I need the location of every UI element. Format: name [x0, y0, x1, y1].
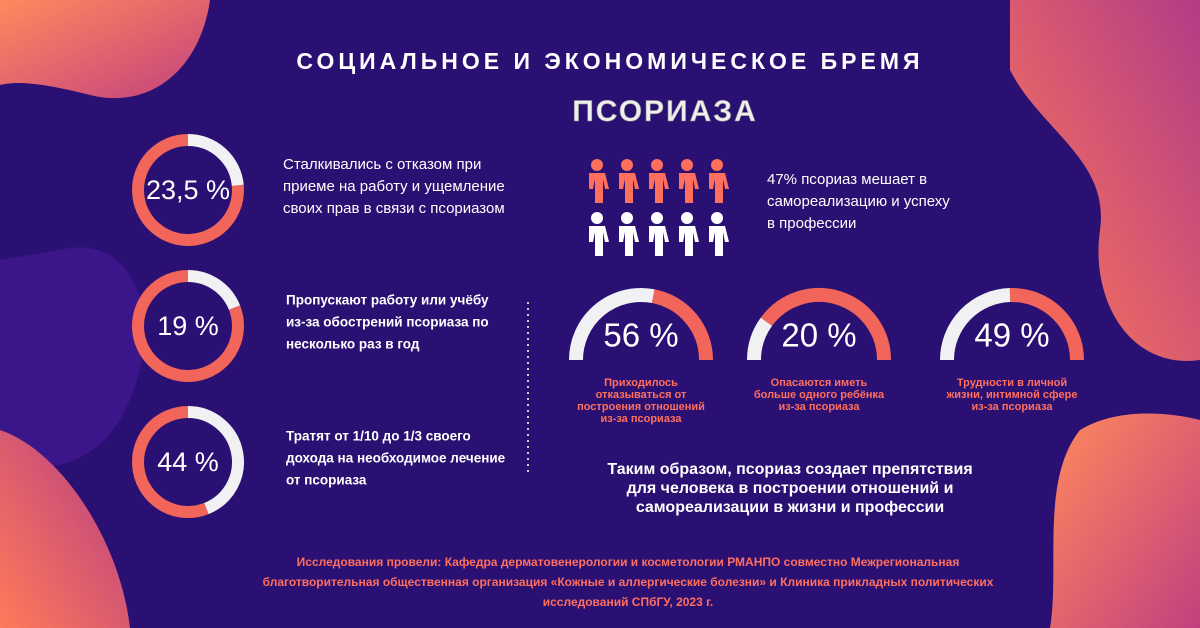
blob: [0, 430, 130, 628]
gauge-text: больше одного ребёнка: [754, 389, 885, 401]
gauge-text: из-за псориаза: [971, 401, 1053, 413]
blob: [1050, 413, 1200, 628]
ring-value: [187, 270, 241, 311]
footnote: Исследования провели: Кафедра дерматовен…: [297, 555, 960, 569]
stat-text: Сталкивались с отказом при: [283, 156, 481, 173]
gauge-text: Опасаются иметь: [771, 377, 868, 389]
subtitle: ПСОРИАЗА: [572, 95, 758, 128]
title: СОЦИАЛЬНОЕ И ЭКОНОМИЧЕСКОЕ БРЕМЯ: [296, 48, 923, 74]
blob: [0, 0, 210, 99]
stat-text: из-за обострений псориаза по: [286, 315, 489, 330]
blob: [0, 247, 145, 470]
gauge-rest: [651, 289, 713, 361]
footnote: исследований СПбГУ, 2023 г.: [543, 595, 713, 609]
gauge-text: Приходилось: [604, 377, 678, 389]
gauge-text: построения отношений: [577, 401, 705, 413]
ring-value: [187, 406, 244, 515]
stat-text: своих прав в связи с псориазом: [283, 200, 505, 217]
stat-text: от псориаза: [286, 473, 367, 488]
gauge-value: [940, 288, 1011, 361]
gauge-label: 20 %: [781, 317, 856, 354]
people-note: самореализацию и успеху: [767, 193, 950, 210]
stat-text: Тратят от 1/10 до 1/3 своего: [286, 429, 471, 444]
ring-rest: [132, 270, 244, 382]
stat-text: приеме на работу и ущемление: [283, 178, 505, 195]
ring-rest: [132, 406, 209, 518]
conclusion: самореализации в жизни и профессии: [636, 499, 944, 516]
gauge-text: отказываться от: [596, 389, 687, 401]
gauge-rest: [1009, 288, 1084, 361]
stat-text: дохода на необходимое лечение: [286, 451, 506, 466]
gauge-value: [747, 317, 773, 361]
stat-text: Пропускают работу или учёбу: [286, 293, 489, 308]
people-note: в профессии: [767, 215, 856, 232]
footnote: благотворительная общественная организац…: [263, 575, 994, 589]
gauge-label: 49 %: [974, 317, 1049, 354]
stat-text: несколько раз в год: [286, 337, 420, 352]
stat-label: 44 %: [157, 447, 219, 477]
conclusion: Таким образом, псориаз создает препятств…: [607, 461, 972, 478]
gauge-text: Трудности в личной: [957, 377, 1067, 389]
gauge-text: жизни, интимной сфере: [946, 389, 1078, 401]
stat-label: 23,5 %: [146, 175, 230, 205]
gauge-text: из-за псориаза: [600, 413, 682, 425]
ring-rest: [132, 134, 244, 246]
blob: [1010, 0, 1200, 361]
people-note: 47% псориаз мешает в: [767, 171, 927, 188]
stat-label: 19 %: [157, 311, 219, 341]
gauge-text: из-за псориаза: [778, 401, 860, 413]
conclusion: для человека в построении отношений и: [627, 480, 954, 497]
gauge-label: 56 %: [603, 317, 678, 354]
gauge-rest: [760, 288, 891, 361]
gauge-value: [569, 288, 655, 361]
ring-value: [187, 134, 244, 187]
